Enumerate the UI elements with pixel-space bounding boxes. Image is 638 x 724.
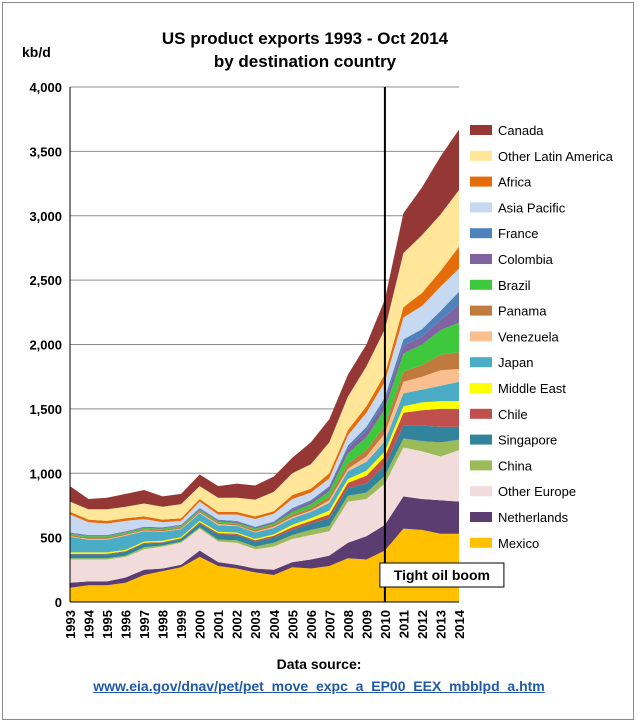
x-tick-label: 1993 <box>63 610 78 639</box>
legend-swatch-singapore <box>470 434 492 445</box>
legend-swatch-japan <box>470 357 492 368</box>
x-tick-label: 2001 <box>211 610 226 639</box>
legend-swatch-other-latin-america <box>470 150 492 161</box>
source-url-link[interactable]: www.eia.gov/dnav/pet/pet_move_expc_a_EP0… <box>93 678 545 694</box>
legend-swatch-brazil <box>470 279 492 290</box>
legend-label-france: France <box>498 226 538 241</box>
legend-swatch-china <box>470 460 492 471</box>
area-venezuela <box>70 369 459 540</box>
area-japan <box>70 381 459 553</box>
legend-label-middle-east: Middle East <box>498 381 566 396</box>
x-tick-label: 1998 <box>156 610 171 639</box>
legend-swatch-venezuela <box>470 331 492 342</box>
legend-label-singapore: Singapore <box>498 433 557 448</box>
legend-label-china: China <box>498 458 533 473</box>
legend-swatch-mexico <box>470 537 492 548</box>
area-panama <box>70 352 459 539</box>
source-label: Data source: <box>276 656 362 672</box>
x-tick-label: 2014 <box>452 609 467 639</box>
x-tick-label: 1997 <box>137 610 152 639</box>
y-tick-label: 2,000 <box>29 338 62 353</box>
area-brazil <box>70 322 459 538</box>
x-tick-label: 2008 <box>341 610 356 639</box>
x-tick-label: 1995 <box>100 610 115 639</box>
legend-label-colombia: Colombia <box>498 252 554 267</box>
area-mexico <box>70 528 459 602</box>
x-tick-label: 1996 <box>119 610 134 639</box>
x-tick-label: 2010 <box>378 610 393 639</box>
legend-label-brazil: Brazil <box>498 278 531 293</box>
legend-swatch-colombia <box>470 254 492 264</box>
legend-label-asia-pacific: Asia Pacific <box>498 200 566 215</box>
y-tick-label: 1,000 <box>29 466 62 481</box>
area-asia-pacific <box>70 268 459 535</box>
legend-swatch-chile <box>470 408 492 419</box>
x-tick-label: 2007 <box>322 610 337 639</box>
area-chile <box>70 408 459 555</box>
chart-title-line1: US product exports 1993 - Oct 2014 <box>161 29 449 48</box>
area-china <box>70 438 459 560</box>
area-other-europe <box>70 447 459 583</box>
legend-label-venezuela: Venezuela <box>498 329 559 344</box>
legend-label-canada: Canada <box>498 123 544 138</box>
annotation-tight-oil-boom: Tight oil boom <box>394 567 490 583</box>
legend-label-other-latin-america: Other Latin America <box>498 149 614 164</box>
legend-label-africa: Africa <box>498 175 532 190</box>
legend-swatch-canada <box>470 125 492 135</box>
x-tick-label: 2012 <box>415 610 430 639</box>
x-tick-label: 2009 <box>359 610 374 639</box>
area-netherlands <box>70 496 459 588</box>
area-canada <box>70 129 459 510</box>
x-tick-label: 1999 <box>174 610 189 639</box>
x-tick-label: 2011 <box>396 610 411 638</box>
legend-label-panama: Panama <box>498 304 547 319</box>
y-tick-label: 2,500 <box>29 273 62 288</box>
area-singapore <box>70 425 459 559</box>
y-tick-label: 500 <box>40 531 62 546</box>
y-tick-label: 4,000 <box>29 80 62 95</box>
x-tick-label: 2013 <box>433 610 448 639</box>
legend-swatch-france <box>470 228 492 239</box>
x-tick-label: 1994 <box>82 609 97 639</box>
legend-label-other-europe: Other Europe <box>498 484 576 499</box>
x-tick-label: 2003 <box>248 610 263 639</box>
x-tick-label: 2004 <box>267 609 282 639</box>
y-tick-label: 1,500 <box>29 402 62 417</box>
x-tick-label: 2000 <box>193 610 208 639</box>
legend-swatch-africa <box>470 176 492 187</box>
y-tick-label: 3,500 <box>29 144 62 159</box>
x-tick-label: 2006 <box>304 610 319 639</box>
y-tick-label: 3,000 <box>29 209 62 224</box>
legend-label-netherlands: Netherlands <box>498 510 569 525</box>
y-axis-unit-label: kb/d <box>22 44 51 60</box>
legend-swatch-other-europe <box>470 486 492 497</box>
y-tick-label: 0 <box>55 595 62 610</box>
legend-swatch-asia-pacific <box>470 202 492 213</box>
legend-label-japan: Japan <box>498 355 533 370</box>
area-other-latin-america <box>70 190 459 521</box>
x-tick-label: 2002 <box>230 610 245 639</box>
legend-label-chile: Chile <box>498 407 528 422</box>
legend-swatch-middle-east <box>470 383 492 393</box>
chart-title-line2: by destination country <box>213 52 397 71</box>
area-africa <box>70 246 459 524</box>
annotation-box <box>379 562 505 588</box>
legend-swatch-netherlands <box>470 512 492 522</box>
legend-swatch-panama <box>470 305 492 316</box>
legend-label-mexico: Mexico <box>498 536 539 551</box>
x-tick-label: 2005 <box>285 610 300 639</box>
